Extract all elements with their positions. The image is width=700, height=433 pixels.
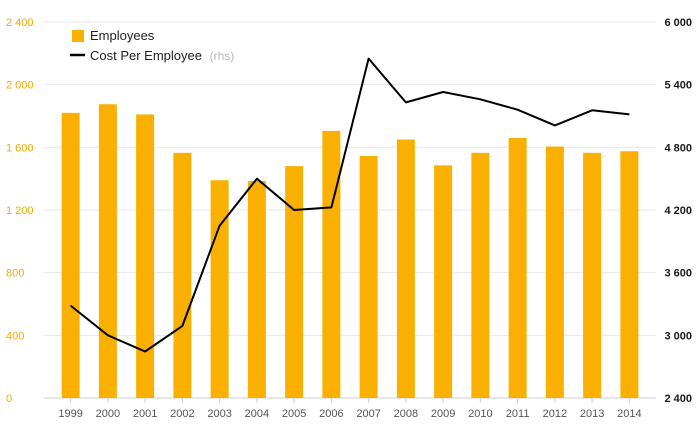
employees-bar — [396, 139, 415, 398]
employees-bar — [61, 112, 80, 398]
left-axis-tick-label: 2 000 — [6, 80, 34, 92]
right-axis-tick-label: 4 200 — [664, 205, 692, 217]
employees-bar — [583, 152, 602, 398]
employees-bars — [61, 104, 639, 398]
x-axis-tick-label: 2014 — [617, 408, 641, 420]
legend-rhs-suffix: (rhs) — [210, 49, 235, 63]
right-axis-ticks: 2 400 3 000 3 600 4 200 4 800 5 400 6 000 — [664, 17, 692, 405]
x-axis-tick-label: 1999 — [58, 408, 82, 420]
employees-bar — [136, 114, 155, 398]
employees-bar — [359, 155, 378, 398]
legend-employees-swatch — [72, 30, 84, 42]
left-axis-ticks: 0 400 800 1 200 1 600 2 000 2 400 — [6, 17, 34, 405]
left-axis-tick-label: 1 600 — [6, 142, 34, 154]
x-axis-tick-label: 2013 — [580, 408, 604, 420]
x-axis-tick-label: 2012 — [543, 408, 567, 420]
employees-bar — [210, 180, 229, 398]
right-axis-tick-label: 5 400 — [664, 80, 692, 92]
employees-bar — [98, 104, 117, 398]
x-axis-tick-label: 2001 — [133, 408, 157, 420]
right-axis-tick-label: 6 000 — [664, 17, 692, 29]
x-axis-tick-label: 2002 — [170, 408, 194, 420]
legend-employees-label: Employees — [90, 28, 155, 43]
x-axis-ticks: 1999 2000 2001 2002 2003 2004 2005 2006 2007 2008… — [58, 398, 642, 420]
left-axis-tick-label: 0 — [6, 393, 12, 405]
employees-bar — [545, 146, 564, 398]
x-axis-tick-label: 2009 — [431, 408, 455, 420]
right-axis-tick-label: 3 000 — [664, 330, 692, 342]
right-axis-tick-label: 4 800 — [664, 142, 692, 154]
employees-bar — [620, 151, 639, 398]
right-axis-tick-label: 2 400 — [664, 393, 692, 405]
right-axis-tick-label: 3 600 — [664, 268, 692, 280]
left-axis-tick-label: 1 200 — [6, 205, 34, 217]
x-axis-tick-label: 2003 — [207, 408, 231, 420]
employees-bar — [247, 181, 266, 398]
x-axis-tick-label: 2011 — [506, 408, 530, 420]
employees-bar — [471, 152, 490, 398]
legend-cost-per-employee-label: Cost Per Employee (rhs) — [90, 48, 234, 63]
x-axis-tick-label: 2007 — [356, 408, 380, 420]
left-axis-tick-label: 400 — [6, 330, 24, 342]
x-axis-tick-label: 2005 — [282, 408, 306, 420]
employees-bar — [173, 152, 192, 398]
legend: Employees Cost Per Employee (rhs) — [70, 28, 234, 63]
employees-bar — [285, 166, 304, 398]
x-axis-tick-label: 2004 — [245, 408, 269, 420]
x-axis-tick-label: 2006 — [319, 408, 343, 420]
legend-cost-per-employee-name: Cost Per Employee — [90, 48, 202, 63]
employees-bar — [322, 130, 341, 398]
employees-bar — [434, 165, 453, 398]
x-axis-tick-label: 2008 — [394, 408, 418, 420]
cost-per-employee-line — [69, 57, 630, 353]
left-axis-tick-label: 800 — [6, 268, 24, 280]
left-axis-tick-label: 2 400 — [6, 17, 34, 29]
employees-bar — [508, 137, 527, 398]
x-axis-tick-label: 2010 — [468, 408, 492, 420]
x-axis-tick-label: 2000 — [96, 408, 120, 420]
gridlines — [44, 21, 656, 399]
cost-per-employee-line-layer — [69, 57, 630, 353]
